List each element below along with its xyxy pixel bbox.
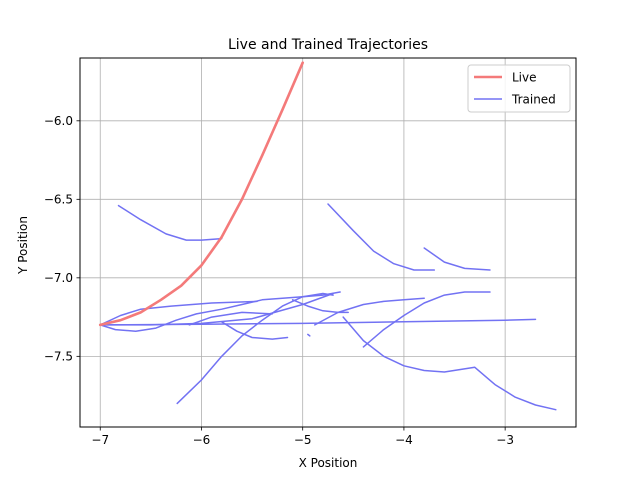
x-tick-label: −3	[496, 433, 514, 447]
live-trajectory-line	[98, 61, 305, 327]
trained-trajectory-line	[327, 203, 436, 271]
trained-trajectory-line	[291, 299, 349, 314]
x-tick-label: −6	[193, 433, 211, 447]
x-tick-label: −4	[395, 433, 413, 447]
trained-trajectory-line	[423, 247, 491, 271]
trained-trajectory-line	[314, 297, 425, 326]
x-tick-label: −5	[294, 433, 312, 447]
legend-label-trained: Trained	[511, 93, 556, 107]
series-lines	[98, 61, 557, 411]
trained-trajectory-line	[220, 321, 289, 340]
y-tick-label: −6.5	[44, 192, 73, 206]
grid-lines	[80, 58, 576, 427]
y-axis-label: Y Position	[16, 216, 30, 275]
axes-frame	[79, 57, 577, 428]
trained-trajectory-line	[188, 311, 274, 326]
trained-trajectory-line	[117, 204, 223, 241]
trained-trajectory-line	[342, 316, 557, 411]
x-axis-label: X Position	[299, 456, 358, 470]
trained-trajectory-line	[176, 292, 334, 405]
chart-title: Live and Trained Trajectories	[228, 37, 428, 53]
x-tick-label: −7	[91, 433, 109, 447]
trained-trajectory-line	[99, 292, 334, 326]
y-tick-label: −6.0	[44, 114, 73, 128]
trained-trajectory-line	[362, 291, 491, 348]
y-tick-label: −7.5	[44, 349, 73, 363]
trained-trajectory-line	[99, 300, 258, 326]
trained-trajectory-line	[307, 333, 311, 337]
y-tick-label: −7.0	[44, 271, 73, 285]
legend: Live Trained	[467, 64, 571, 113]
axis-ticks: −7 −6 −5 −4 −3 −6.0 −6.5 −7.0 −7.5	[44, 114, 514, 447]
legend-label-live: Live	[512, 71, 537, 85]
